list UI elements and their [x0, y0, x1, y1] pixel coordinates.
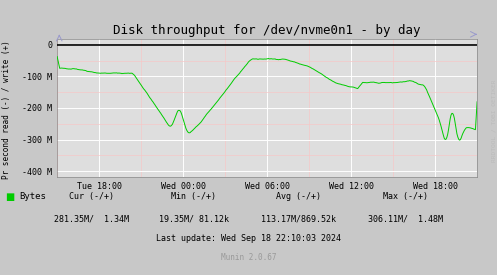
Text: Avg (-/+): Avg (-/+): [276, 192, 321, 201]
Text: Last update: Wed Sep 18 22:10:03 2024: Last update: Wed Sep 18 22:10:03 2024: [156, 234, 341, 243]
Text: RRDTOOL / TOBI OETIKER: RRDTOOL / TOBI OETIKER: [491, 80, 496, 162]
Text: 281.35M/  1.34M: 281.35M/ 1.34M: [55, 214, 129, 223]
Text: Pr second read (-) / write (+): Pr second read (-) / write (+): [2, 41, 11, 179]
Text: 306.11M/  1.48M: 306.11M/ 1.48M: [368, 214, 442, 223]
Text: Max (-/+): Max (-/+): [383, 192, 427, 201]
Text: 19.35M/ 81.12k: 19.35M/ 81.12k: [159, 214, 229, 223]
Title: Disk throughput for /dev/nvme0n1 - by day: Disk throughput for /dev/nvme0n1 - by da…: [113, 24, 421, 37]
Text: 113.17M/869.52k: 113.17M/869.52k: [261, 214, 335, 223]
Text: ■: ■: [5, 192, 14, 202]
Text: Bytes: Bytes: [19, 192, 46, 201]
Text: Min (-/+): Min (-/+): [171, 192, 216, 201]
Text: Munin 2.0.67: Munin 2.0.67: [221, 253, 276, 262]
Text: Cur (-/+): Cur (-/+): [70, 192, 114, 201]
